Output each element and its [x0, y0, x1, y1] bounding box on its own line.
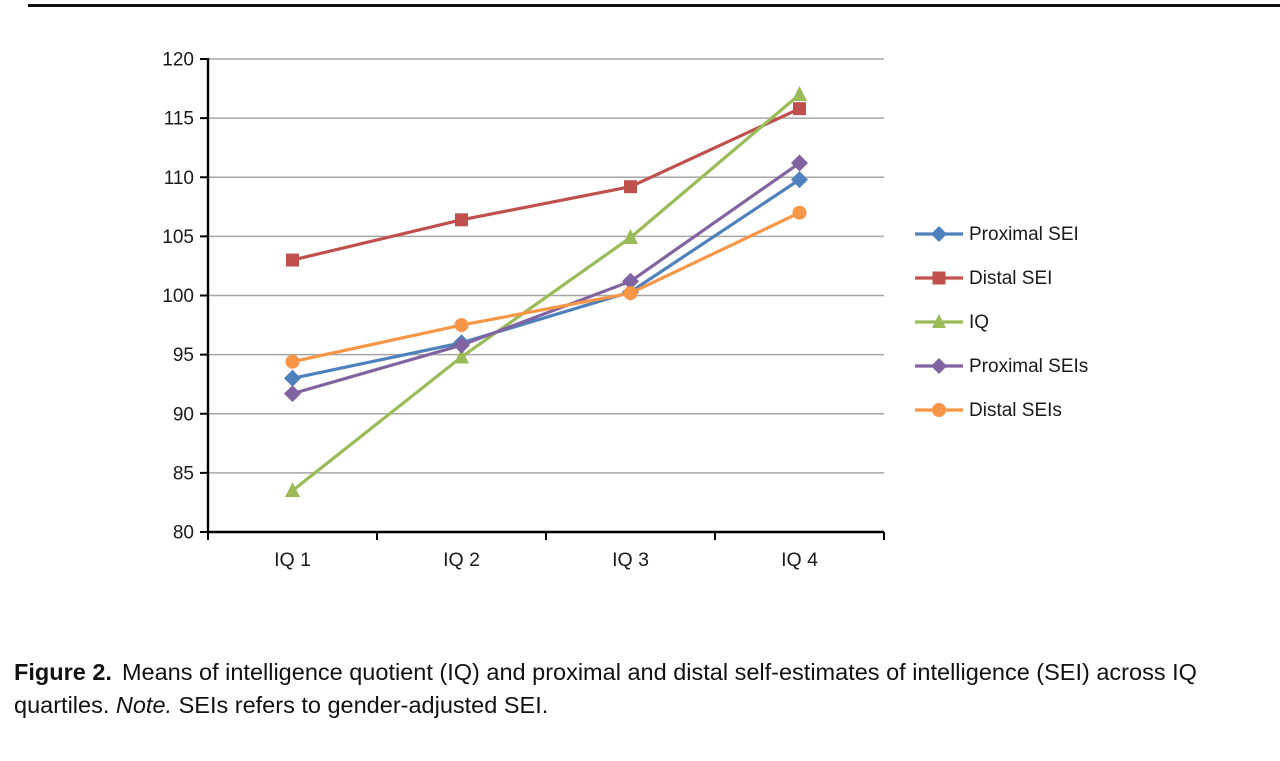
square-marker — [793, 102, 806, 116]
legend-item-iq: IQ — [913, 300, 1088, 344]
x-tick-label: IQ 2 — [443, 549, 480, 571]
figure-top-border — [28, 4, 1280, 7]
square-marker — [932, 271, 946, 285]
figure-caption-note: SEIs refers to gender-adjusted SEI. — [178, 692, 549, 719]
y-tick-label: 80 — [173, 523, 194, 544]
series-proximal-seis — [284, 154, 808, 403]
legend-marker-iq — [915, 314, 963, 328]
legend-label-distal-sei: Distal SEI — [969, 267, 1053, 289]
triangle-marker — [932, 314, 946, 328]
square-marker — [455, 213, 468, 227]
y-tick-label: 95 — [173, 345, 194, 366]
legend-label-proximal-seis: Proximal SEIs — [969, 355, 1089, 377]
diamond-marker — [453, 336, 470, 354]
legend-marker-distal-seis — [915, 403, 963, 417]
x-tick-label: IQ 1 — [274, 549, 311, 571]
triangle-marker — [285, 482, 300, 498]
y-tick-label: 115 — [164, 109, 194, 130]
series-line — [290, 178, 802, 380]
diamond-marker — [284, 369, 301, 387]
legend-label-iq: IQ — [969, 311, 990, 333]
series-line — [290, 211, 802, 364]
circle-marker — [285, 354, 300, 369]
diamond-marker — [622, 272, 639, 290]
circle-marker — [792, 205, 807, 220]
diamond-marker — [931, 226, 947, 242]
diamond-marker — [791, 154, 808, 172]
series-distal-seis — [285, 205, 807, 369]
series-line — [290, 107, 802, 262]
chart-legend: Proximal SEI Distal SEI IQ Proximal SEIs… — [913, 212, 1088, 432]
legend-marker-proximal-seis — [915, 358, 963, 374]
triangle-marker — [792, 85, 807, 101]
series-iq — [285, 85, 807, 498]
circle-marker — [932, 403, 946, 417]
figure-caption: Figure 2. Means of intelligence quotient … — [14, 656, 1272, 723]
diamond-marker — [931, 358, 947, 374]
legend-item-distal-sei: Distal SEI — [913, 256, 1088, 300]
y-tick-label: 120 — [162, 50, 194, 71]
legend-marker-proximal-sei — [915, 226, 963, 242]
line-chart: 80 85 90 95 100 105 110 115 120 IQ 1 IQ 2 IQ 3 IQ 4 … — [162, 50, 1088, 572]
y-tick-label: 90 — [173, 404, 194, 425]
legend-item-proximal-seis: Proximal SEIs — [913, 344, 1088, 388]
series-distal-sei — [286, 102, 806, 267]
circle-marker — [623, 286, 638, 301]
figure-caption-note-label: Note. — [115, 692, 173, 719]
chart-plot-area: 80 85 90 95 100 105 110 115 120 IQ 1 IQ 2 IQ 3 IQ 4 — [162, 50, 885, 571]
legend-marker-distal-sei — [915, 271, 963, 285]
y-tick-label: 100 — [162, 286, 194, 307]
y-tick-label: 110 — [164, 168, 194, 189]
series-line — [290, 92, 802, 493]
series-line — [290, 161, 802, 396]
diamond-marker — [791, 171, 808, 189]
legend-item-distal-seis: Distal SEIs — [913, 388, 1088, 432]
figure-caption-main: Means of intelligence quotient (IQ) and … — [14, 659, 1197, 719]
triangle-marker — [454, 348, 469, 364]
figure-caption-label: Figure 2. — [14, 659, 112, 685]
x-tick-label: IQ 4 — [781, 549, 818, 571]
square-marker — [624, 180, 637, 194]
legend-label-proximal-sei: Proximal SEI — [969, 223, 1079, 245]
legend-item-proximal-sei: Proximal SEI — [913, 212, 1088, 256]
square-marker — [286, 253, 299, 267]
circle-marker — [454, 318, 469, 333]
legend-label-distal-seis: Distal SEIs — [969, 399, 1062, 421]
y-tick-label: 85 — [173, 463, 194, 484]
x-tick-label: IQ 3 — [612, 549, 649, 571]
diamond-marker — [284, 385, 301, 403]
y-tick-label: 105 — [162, 227, 194, 248]
triangle-marker — [623, 229, 638, 245]
